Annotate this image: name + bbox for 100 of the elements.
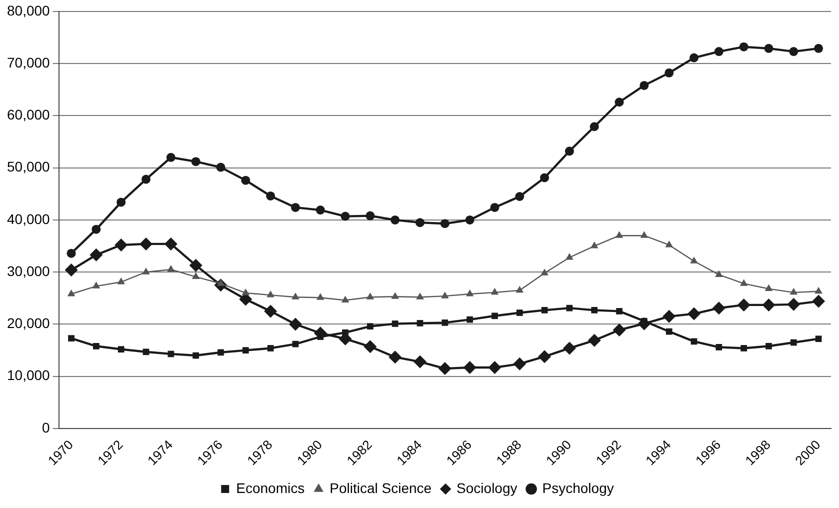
legend-label: Sociology bbox=[456, 480, 518, 496]
point bbox=[218, 349, 224, 356]
point bbox=[466, 316, 473, 323]
point bbox=[366, 211, 375, 220]
point bbox=[490, 202, 500, 212]
point bbox=[288, 318, 302, 331]
point bbox=[590, 242, 598, 248]
point bbox=[117, 278, 125, 284]
point bbox=[737, 298, 750, 312]
point bbox=[142, 268, 150, 274]
y-tick-label: 60,000 bbox=[6, 106, 50, 123]
point bbox=[463, 361, 476, 374]
point bbox=[341, 296, 350, 303]
point bbox=[640, 80, 649, 90]
point bbox=[438, 362, 452, 376]
point bbox=[390, 215, 400, 224]
point bbox=[490, 288, 499, 295]
point bbox=[541, 306, 548, 314]
point bbox=[516, 310, 523, 316]
point bbox=[590, 122, 599, 132]
point bbox=[662, 310, 676, 323]
point bbox=[93, 342, 100, 350]
point bbox=[64, 264, 78, 277]
point bbox=[266, 191, 276, 200]
point bbox=[416, 218, 424, 228]
y-tick-label: 80,000 bbox=[6, 2, 50, 18]
point bbox=[787, 298, 800, 311]
legend-label: Economics bbox=[236, 480, 305, 496]
point bbox=[392, 320, 398, 327]
point bbox=[616, 308, 622, 314]
point bbox=[766, 342, 772, 350]
point bbox=[242, 347, 249, 354]
point bbox=[566, 304, 573, 312]
point bbox=[764, 284, 773, 292]
point bbox=[665, 240, 673, 248]
point bbox=[764, 44, 774, 53]
point bbox=[612, 323, 626, 336]
point bbox=[740, 345, 747, 352]
point bbox=[68, 335, 74, 342]
point bbox=[566, 253, 574, 260]
point bbox=[442, 319, 448, 326]
point bbox=[164, 237, 178, 250]
point bbox=[116, 198, 126, 207]
point bbox=[416, 292, 424, 300]
point bbox=[640, 231, 648, 238]
point bbox=[516, 286, 524, 293]
point bbox=[591, 306, 598, 314]
legend-label: Psychology bbox=[542, 480, 614, 496]
point bbox=[790, 288, 798, 295]
point bbox=[267, 345, 274, 352]
point bbox=[814, 44, 824, 53]
point bbox=[142, 348, 150, 356]
y-tick-label: 0 bbox=[42, 419, 50, 436]
point bbox=[67, 290, 76, 296]
point bbox=[292, 292, 300, 300]
point bbox=[712, 302, 726, 315]
point bbox=[241, 176, 250, 185]
point bbox=[316, 293, 324, 300]
point bbox=[189, 258, 202, 272]
point bbox=[492, 312, 498, 320]
y-tick-label: 70,000 bbox=[6, 54, 50, 70]
point bbox=[342, 329, 348, 336]
point bbox=[140, 237, 152, 250]
point bbox=[615, 231, 624, 238]
point bbox=[366, 292, 374, 300]
point bbox=[118, 346, 124, 352]
point bbox=[812, 294, 826, 308]
point bbox=[441, 292, 449, 298]
y-tick-label: 40,000 bbox=[6, 210, 50, 227]
point bbox=[762, 298, 776, 312]
point bbox=[614, 98, 624, 107]
point bbox=[316, 206, 325, 215]
point bbox=[789, 47, 798, 56]
point bbox=[466, 290, 474, 296]
point bbox=[242, 288, 250, 296]
point bbox=[815, 336, 822, 342]
point bbox=[814, 286, 822, 294]
point bbox=[540, 173, 550, 182]
point bbox=[416, 320, 424, 326]
point bbox=[666, 328, 672, 335]
point bbox=[688, 307, 700, 320]
point bbox=[790, 339, 797, 346]
point bbox=[564, 146, 574, 156]
point bbox=[192, 352, 199, 359]
point bbox=[513, 357, 526, 370]
point bbox=[716, 344, 722, 350]
point bbox=[364, 340, 377, 354]
point bbox=[142, 174, 150, 184]
point bbox=[588, 334, 601, 347]
y-tick-label: 30,000 bbox=[6, 262, 50, 279]
point bbox=[367, 323, 374, 330]
point bbox=[488, 361, 502, 374]
point bbox=[515, 192, 524, 201]
point bbox=[664, 68, 674, 78]
point bbox=[90, 248, 103, 262]
y-tick-label: 20,000 bbox=[6, 315, 50, 332]
y-tick-label: 50,000 bbox=[6, 158, 50, 175]
point bbox=[740, 279, 748, 286]
point bbox=[66, 248, 76, 258]
legend-label: Political Science bbox=[330, 480, 432, 496]
